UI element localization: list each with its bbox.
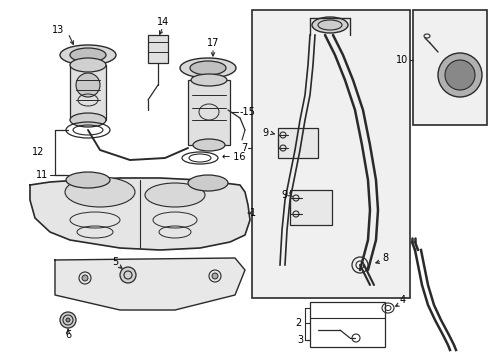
Text: 17: 17 [206, 38, 219, 48]
Text: 6: 6 [65, 330, 71, 340]
Ellipse shape [437, 53, 481, 97]
Ellipse shape [60, 45, 116, 65]
Text: 11: 11 [36, 170, 48, 180]
Polygon shape [55, 258, 244, 310]
Ellipse shape [190, 61, 225, 75]
Ellipse shape [145, 183, 204, 207]
Ellipse shape [66, 318, 70, 322]
Text: 14: 14 [157, 17, 169, 27]
Ellipse shape [65, 177, 135, 207]
Bar [412, 10, 486, 125]
Bar [309, 302, 384, 347]
Text: 5: 5 [112, 257, 118, 267]
Text: 7: 7 [241, 143, 246, 153]
Polygon shape [30, 178, 249, 250]
Ellipse shape [180, 58, 236, 78]
Ellipse shape [70, 58, 106, 72]
Text: 3: 3 [296, 335, 303, 345]
Ellipse shape [191, 74, 226, 86]
Ellipse shape [70, 113, 106, 127]
Bar [70, 65, 106, 120]
Ellipse shape [66, 172, 110, 188]
Text: 1: 1 [249, 208, 256, 218]
Bar [251, 10, 409, 298]
Ellipse shape [187, 175, 227, 191]
Text: 10: 10 [395, 55, 407, 65]
Text: 13: 13 [52, 25, 64, 35]
Ellipse shape [120, 267, 136, 283]
Ellipse shape [76, 73, 100, 97]
Ellipse shape [311, 17, 347, 33]
Text: ← 16: ← 16 [222, 152, 245, 162]
Text: 9: 9 [281, 190, 286, 200]
Bar [289, 190, 331, 225]
Ellipse shape [444, 60, 474, 90]
Bar [187, 80, 229, 145]
Ellipse shape [70, 48, 106, 62]
Ellipse shape [212, 273, 218, 279]
Text: 8: 8 [381, 253, 387, 263]
Bar [148, 35, 168, 63]
Ellipse shape [317, 20, 341, 30]
Text: 12: 12 [32, 147, 44, 157]
Text: 9: 9 [262, 128, 267, 138]
Text: 2: 2 [294, 318, 301, 328]
Ellipse shape [193, 139, 224, 151]
Bar [278, 128, 317, 158]
Ellipse shape [82, 275, 88, 281]
Ellipse shape [60, 312, 76, 328]
Text: 4: 4 [399, 295, 405, 305]
Text: -15: -15 [240, 107, 255, 117]
